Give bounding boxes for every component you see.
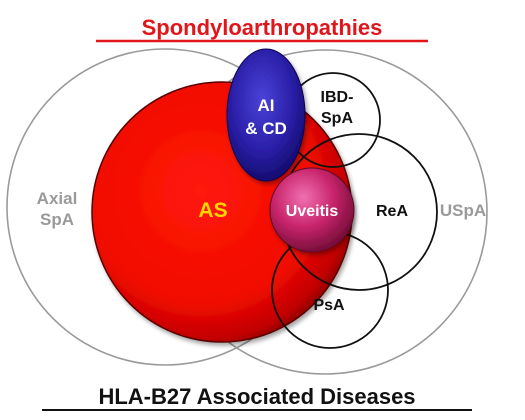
axial-spa-label-line2: SpA <box>40 210 74 229</box>
ai-cd-label-line2: & CD <box>245 119 287 138</box>
psa-label: PsA <box>313 297 345 314</box>
as-label: AS <box>198 199 227 222</box>
subtitle-text: HLA-B27 Associated Diseases <box>98 384 415 409</box>
title-text: Spondyloarthropathies <box>142 15 383 40</box>
uspa-label: USpA <box>440 201 486 220</box>
diagram-title: Spondyloarthropathies <box>96 15 428 43</box>
ai-cd-ellipse <box>226 48 306 182</box>
uveitis-label: Uveitis <box>286 203 339 220</box>
rea-label: ReA <box>376 203 408 220</box>
ibd-spa-label-line2: SpA <box>321 110 353 127</box>
uveitis-circle <box>269 167 355 253</box>
diagram-subtitle: HLA-B27 Associated Diseases <box>42 384 472 411</box>
axial-spa-label-line1: Axial <box>37 189 78 208</box>
ibd-spa-label-line1: IBD- <box>321 89 354 106</box>
ai-cd-label-line1: AI <box>258 96 275 115</box>
